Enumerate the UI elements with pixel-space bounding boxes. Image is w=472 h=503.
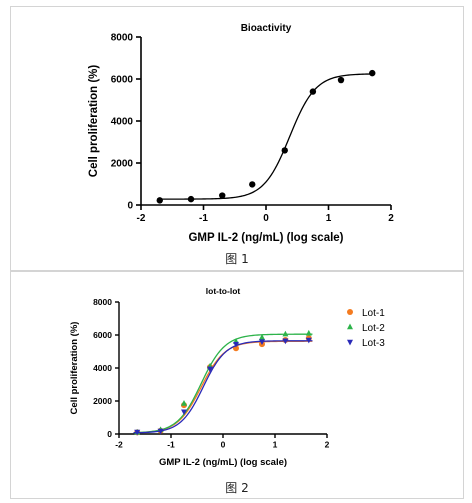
bioactivity-chart: Bioactivity -2 -1 0 1 2 0 2000 4000 6000 8000 GMP I… xyxy=(88,23,394,244)
y-tick-label: 2000 xyxy=(111,159,134,170)
y-tick-label: 6000 xyxy=(111,75,134,86)
y-axis-label: Cell proliferation (%) xyxy=(69,322,80,415)
x-tick-label: -2 xyxy=(115,440,123,450)
figure-1: Bioactivity -2 -1 0 1 2 0 2000 4000 6000 8000 GMP I… xyxy=(10,6,464,271)
data-point-lot-2 xyxy=(282,330,289,337)
data-point-lot-2 xyxy=(259,334,265,340)
y-tick-label: 8000 xyxy=(93,297,112,307)
x-tick-label: 1 xyxy=(326,213,332,224)
legend-marker-lot-3 xyxy=(347,339,353,346)
y-tick-label: 6000 xyxy=(93,330,112,340)
legend-label-lot-1: Lot-1 xyxy=(362,308,385,319)
x-tick-label: -1 xyxy=(167,440,175,450)
data-point-lot-3 xyxy=(282,338,289,345)
fit-curve-lot-2 xyxy=(133,333,313,434)
chart-title: Bioactivity xyxy=(241,23,292,34)
x-tick-label: -2 xyxy=(137,213,146,224)
legend-marker-lot-1 xyxy=(347,309,353,315)
data-point-series xyxy=(309,88,317,95)
x-tick-label: 2 xyxy=(388,213,394,224)
y-tick-label: 4000 xyxy=(111,117,134,128)
y-tick-label: 2000 xyxy=(93,396,112,406)
y-tick-label: 0 xyxy=(107,429,112,439)
x-tick-label: 2 xyxy=(325,440,330,450)
data-point-series xyxy=(281,147,288,154)
x-axis-label: GMP IL-2 (ng/mL) (log scale) xyxy=(188,232,343,244)
data-point-series xyxy=(369,69,376,77)
y-tick-label: 8000 xyxy=(111,33,134,44)
fit-curve-series xyxy=(158,73,374,200)
y-axis-label: Cell proliferation (%) xyxy=(88,65,100,178)
figure-1-caption: 图 1 xyxy=(225,252,249,266)
fit-curve-lot-3 xyxy=(133,340,313,434)
chart-title: lot-to-lot xyxy=(206,286,241,296)
data-point-lot-2 xyxy=(181,400,187,406)
data-point-lot-3 xyxy=(233,341,239,348)
data-point-lot-3 xyxy=(207,366,213,373)
x-tick-label: -1 xyxy=(199,213,208,224)
data-point-series xyxy=(219,192,226,199)
figure-2: lot-to-lot -2 -1 0 1 2 0 2000 4000 6000 8000 GMP IL… xyxy=(10,271,464,499)
lot-to-lot-chart: lot-to-lot -2 -1 0 1 2 0 2000 4000 6000 8000 GMP IL… xyxy=(69,286,385,468)
data-point-series xyxy=(156,197,163,204)
data-point-series xyxy=(187,195,195,203)
x-tick-label: 1 xyxy=(273,440,278,450)
y-tick-label: 4000 xyxy=(93,363,112,373)
legend-marker-lot-2 xyxy=(347,323,353,330)
data-point-lot-3 xyxy=(259,339,265,346)
data-point-lot-2 xyxy=(305,329,312,336)
data-point-lot-3 xyxy=(134,429,141,436)
data-point-lot-3 xyxy=(181,409,187,416)
legend-label-lot-3: Lot-3 xyxy=(362,338,385,349)
legend-label-lot-2: Lot-2 xyxy=(362,323,385,334)
data-point-series xyxy=(337,76,345,84)
x-axis-label: GMP IL-2 (ng/mL) (log scale) xyxy=(159,457,287,468)
x-tick-label: 0 xyxy=(221,440,226,450)
data-point-lot-3 xyxy=(305,337,312,344)
data-point-lot-3 xyxy=(157,428,164,435)
figure-2-caption: 图 2 xyxy=(225,481,249,495)
y-tick-label: 0 xyxy=(127,201,133,212)
x-tick-label: 0 xyxy=(263,213,269,224)
data-point-series xyxy=(249,181,256,188)
